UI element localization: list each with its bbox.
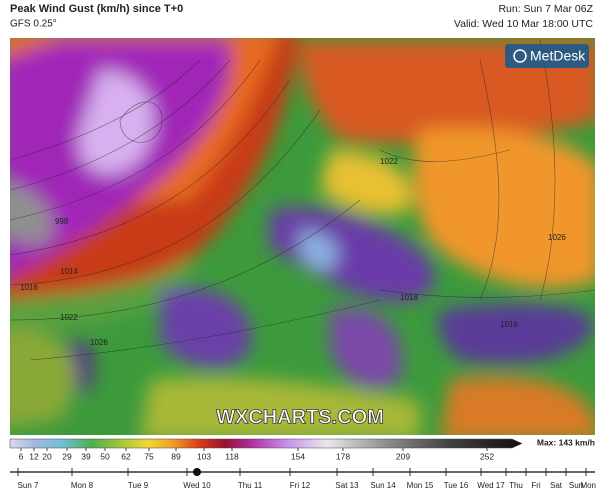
legend-tick-label: 154: [291, 451, 305, 461]
timeline-day[interactable]: Sun 14: [370, 481, 396, 490]
isobar: [479, 59, 500, 301]
field: [10, 328, 77, 429]
field: [438, 303, 595, 364]
field: [440, 376, 595, 435]
isobar-labels: 998 1014 1016 1022 1026 1022 1026 1018 1016: [20, 157, 566, 347]
isobar: [379, 149, 511, 162]
isobar-label: 1016: [500, 320, 518, 329]
valid-label: Valid: Wed 10 Mar 18:00 UTC: [454, 18, 594, 30]
field: [320, 150, 412, 214]
isobar: [10, 109, 321, 286]
timeline-day[interactable]: Mon 15: [407, 481, 434, 490]
timeline-day[interactable]: Wed 10: [183, 481, 211, 490]
isobar-label: 1016: [20, 283, 38, 292]
color-scale: [9, 438, 523, 449]
isobars: [10, 39, 595, 361]
timeline-day[interactable]: Fri 12: [290, 481, 311, 490]
isobar-label: 1022: [380, 157, 398, 166]
timeline-day[interactable]: Tue 16: [444, 481, 469, 490]
logo-box: [505, 44, 589, 68]
timeline-day[interactable]: Sun 7: [18, 481, 39, 490]
legend-tick-label: 252: [480, 451, 494, 461]
field: [10, 182, 53, 245]
timeline-day[interactable]: Tue 9: [128, 481, 149, 490]
field: [413, 127, 595, 288]
isobar: [10, 59, 261, 221]
timeline-day[interactable]: Sat 13: [335, 481, 359, 490]
timeline-day[interactable]: Wed 17: [477, 481, 505, 490]
field: [160, 287, 252, 369]
timeline-day[interactable]: Mon: [580, 481, 596, 490]
isobar: [119, 101, 163, 143]
timeline-day[interactable]: Thu: [509, 481, 523, 490]
legend-tick-label: 12: [29, 451, 39, 461]
legend-tick-label: 89: [171, 451, 181, 461]
legend-tick-label: 118: [225, 451, 239, 461]
map: 998 1014 1016 1022 1026 1022 1026 1018 1016 MetD…: [10, 38, 595, 435]
isobar-label: 1026: [90, 338, 108, 347]
timeline-handle[interactable]: [193, 468, 201, 476]
isobar-label: 1014: [60, 267, 78, 276]
isobar: [10, 199, 361, 321]
max-label: Max: 143 km/h: [537, 437, 595, 447]
isobar: [10, 59, 231, 191]
legend-tick-label: 6: [19, 451, 24, 461]
model-label: GFS 0.25°: [10, 19, 57, 30]
map-title: Peak Wind Gust (km/h) since T+0: [10, 3, 183, 15]
legend-tick-label: 62: [121, 451, 131, 461]
timeline-day[interactable]: Fri: [531, 481, 541, 490]
isobar-label: 998: [55, 217, 69, 226]
legend-tick-label: 39: [81, 451, 91, 461]
field: [330, 308, 402, 389]
timeline: Sun 7 Mon 8 Tue 9 Wed 10 Thu 11 Fri 12 Sat 13 S…: [17, 468, 596, 490]
isobar: [10, 79, 291, 256]
isobar: [379, 289, 595, 298]
timeline-day[interactable]: Sat: [550, 481, 563, 490]
legend-tick-label: 50: [100, 451, 110, 461]
timeline-day[interactable]: Mon 8: [71, 481, 94, 490]
isobar-label: 1018: [400, 293, 418, 302]
isobar: [10, 59, 201, 161]
field: [299, 230, 339, 271]
legend-tick-label: 75: [144, 451, 154, 461]
legend-tick-label: 209: [396, 451, 410, 461]
legend-tick-label: 29: [62, 451, 72, 461]
isobar-label: 1026: [548, 233, 566, 242]
legend-tick-label: 103: [197, 451, 211, 461]
field: [78, 70, 155, 175]
field: [140, 377, 420, 435]
legend-tick-label: 20: [42, 451, 52, 461]
timeline-day[interactable]: Sun: [569, 481, 583, 490]
timeline-day[interactable]: Thu 11: [238, 481, 263, 490]
watermark: WXCHARTS.COM: [216, 406, 384, 428]
legend-tick-label: 178: [336, 451, 350, 461]
logo-icon: [513, 49, 527, 63]
isobar: [539, 39, 556, 301]
legend-ticks: 6 12 20 29 39 50 62 75 89 103 118 154 178 209 252: [19, 448, 494, 461]
isobar: [29, 299, 381, 361]
isobar-label: 1022: [60, 313, 78, 322]
logo: MetDesk: [530, 48, 586, 64]
run-label: Run: Sun 7 Mar 06Z: [498, 3, 593, 15]
